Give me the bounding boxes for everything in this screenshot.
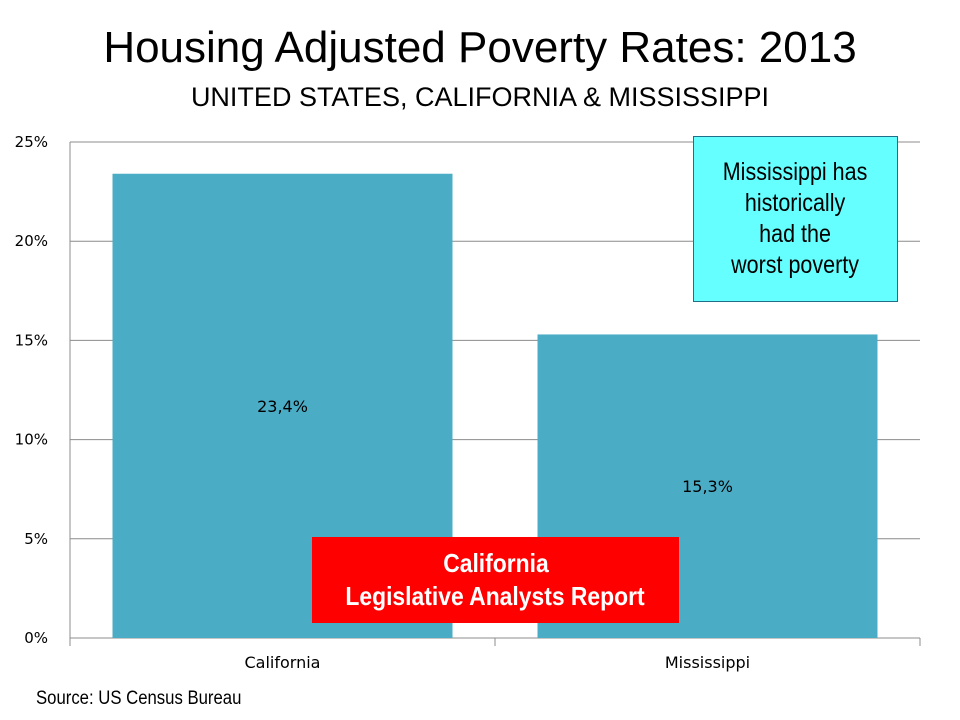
chart-title: Housing Adjusted Poverty Rates: 2013 xyxy=(103,23,857,72)
data-label-california: 23,4% xyxy=(257,397,308,416)
x-category-label: Mississippi xyxy=(665,653,750,672)
report-source-box: California Legislative Analysts Report xyxy=(312,537,679,623)
report-source-line1: California xyxy=(442,548,549,578)
source-footnote: Source: US Census Bureau xyxy=(36,688,242,709)
y-tick-label: 10% xyxy=(15,431,48,449)
data-label-mississippi: 15,3% xyxy=(682,477,733,496)
y-tick-label: 15% xyxy=(15,331,48,349)
y-tick-label: 5% xyxy=(24,530,48,548)
chart-subtitle: UNITED STATES, CALIFORNIA & MISSISSIPPI xyxy=(190,82,770,112)
x-category-label: California xyxy=(245,653,321,672)
mississippi-callout: Mississippi has historically had the wor… xyxy=(693,136,898,302)
y-tick-label: 0% xyxy=(24,629,48,647)
mississippi-callout-text: Mississippi has historically had the wor… xyxy=(723,158,868,279)
y-tick-label: 20% xyxy=(15,232,48,250)
report-source-line2: Legislative Analysts Report xyxy=(345,581,646,611)
y-tick-label: 25% xyxy=(15,133,48,151)
